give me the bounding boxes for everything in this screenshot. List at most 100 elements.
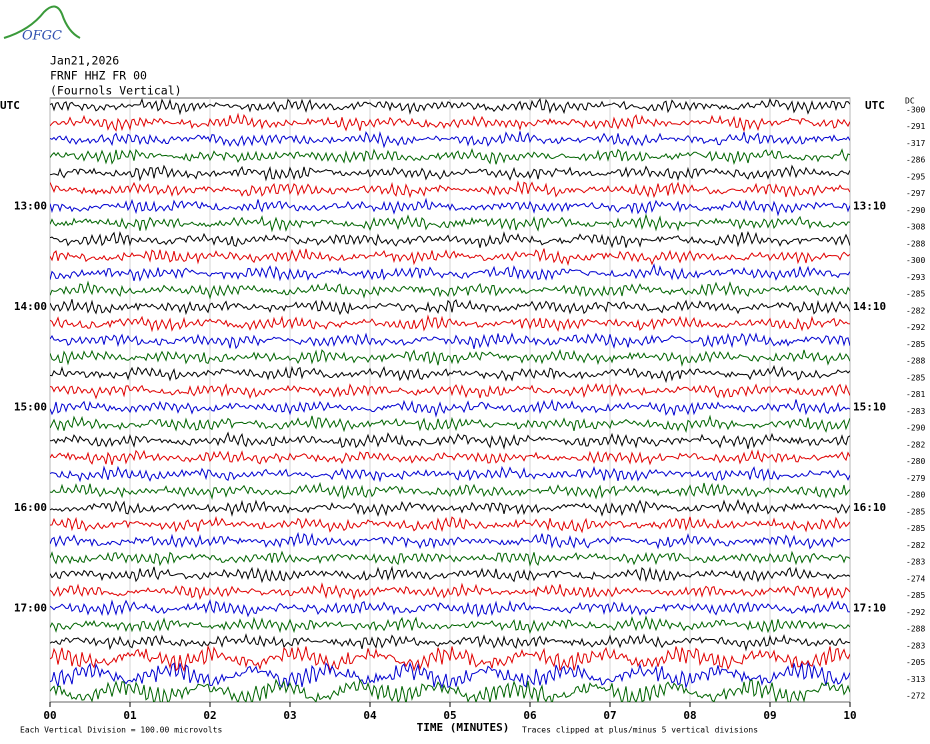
trace bbox=[50, 98, 850, 116]
dc-offset: -280 bbox=[906, 491, 925, 500]
trace bbox=[50, 299, 850, 316]
trace bbox=[50, 164, 850, 182]
dc-offset: -205 bbox=[906, 658, 925, 667]
trace bbox=[50, 314, 850, 333]
right-axis-label: UTC bbox=[865, 99, 885, 112]
dc-label: DC bbox=[905, 97, 915, 106]
trace bbox=[50, 678, 850, 702]
dc-offset: -274 bbox=[906, 574, 925, 583]
trace bbox=[50, 565, 850, 584]
trace bbox=[50, 615, 850, 634]
dc-offset: -295 bbox=[906, 172, 925, 181]
dc-offset: -300 bbox=[906, 256, 925, 265]
dc-offset: -282 bbox=[906, 440, 925, 449]
dc-offset: -285 bbox=[906, 340, 925, 349]
trace bbox=[50, 332, 850, 350]
x-tick-label: 10 bbox=[843, 709, 856, 722]
dc-offset: -285 bbox=[906, 591, 925, 600]
trace bbox=[50, 230, 850, 249]
logo-text: OFGC bbox=[22, 29, 62, 44]
trace bbox=[50, 180, 850, 199]
logo-swoosh bbox=[3, 5, 81, 39]
trace bbox=[50, 633, 850, 652]
dc-offset: -293 bbox=[906, 273, 925, 282]
trace bbox=[50, 644, 850, 673]
trace bbox=[50, 280, 850, 300]
left-time-label: 14:00 bbox=[14, 300, 47, 313]
left-time-label: 16:00 bbox=[14, 501, 47, 514]
trace bbox=[50, 364, 850, 384]
trace bbox=[50, 148, 850, 165]
dc-offset: -290 bbox=[906, 424, 925, 433]
trace bbox=[50, 248, 850, 266]
x-tick-label: 07 bbox=[603, 709, 616, 722]
date: Jan21,2026 bbox=[50, 54, 119, 68]
footer-right: Traces clipped at plus/minus 5 vertical … bbox=[522, 726, 758, 735]
dc-offset: -290 bbox=[906, 206, 925, 215]
left-time-label: 15:00 bbox=[14, 400, 47, 413]
x-tick-label: 05 bbox=[443, 709, 456, 722]
trace bbox=[50, 197, 850, 217]
dc-offset: -285 bbox=[906, 507, 925, 516]
dc-offset: -286 bbox=[906, 156, 925, 165]
trace bbox=[50, 599, 850, 618]
left-axis-label: UTC bbox=[0, 99, 20, 112]
dc-offset: -292 bbox=[906, 608, 925, 617]
dc-offset: -285 bbox=[906, 290, 925, 299]
trace bbox=[50, 213, 850, 233]
right-time-label: 16:10 bbox=[853, 501, 886, 514]
dc-offset: -308 bbox=[906, 223, 925, 232]
trace bbox=[50, 465, 850, 483]
trace bbox=[50, 550, 850, 567]
dc-offset: -291 bbox=[906, 122, 925, 131]
dc-offset: -288 bbox=[906, 625, 925, 634]
x-tick-label: 00 bbox=[43, 709, 56, 722]
x-tick-label: 04 bbox=[363, 709, 377, 722]
footer-left: Each Vertical Division = 100.00 microvol… bbox=[20, 726, 222, 735]
dc-offset: -283 bbox=[906, 641, 925, 650]
location: (Fournols Vertical) bbox=[50, 84, 182, 98]
dc-offset: -282 bbox=[906, 541, 925, 550]
trace bbox=[50, 112, 850, 133]
left-time-label: 17:00 bbox=[14, 601, 47, 614]
x-tick-label: 08 bbox=[683, 709, 696, 722]
trace bbox=[50, 414, 850, 433]
x-tick-label: 02 bbox=[203, 709, 216, 722]
dc-offset: -285 bbox=[906, 524, 925, 533]
dc-offset: -288 bbox=[906, 357, 925, 366]
x-tick-label: 06 bbox=[523, 709, 537, 722]
trace bbox=[50, 348, 850, 367]
trace bbox=[50, 449, 850, 466]
dc-offset: -283 bbox=[906, 558, 925, 567]
trace bbox=[50, 661, 850, 690]
x-tick-label: 09 bbox=[763, 709, 776, 722]
trace bbox=[50, 398, 850, 418]
dc-offset: -297 bbox=[906, 189, 925, 198]
dc-offset: -317 bbox=[906, 139, 925, 148]
x-tick-label: 03 bbox=[283, 709, 296, 722]
trace bbox=[50, 481, 850, 500]
trace bbox=[50, 582, 850, 601]
traces bbox=[50, 98, 850, 702]
x-tick-label: 01 bbox=[123, 709, 137, 722]
left-time-label: 13:00 bbox=[14, 199, 47, 212]
trace bbox=[50, 515, 850, 534]
right-time-label: 15:10 bbox=[853, 400, 886, 413]
station: FRNF HHZ FR 00 bbox=[50, 69, 147, 83]
dc-offset: -300 bbox=[906, 106, 925, 115]
trace bbox=[50, 431, 850, 450]
dc-offset: -288 bbox=[906, 239, 925, 248]
dc-offset: -279 bbox=[906, 474, 925, 483]
dc-offset: -313 bbox=[906, 675, 925, 684]
dc-offset: -285 bbox=[906, 373, 925, 382]
x-axis-label: TIME (MINUTES) bbox=[417, 721, 510, 734]
trace bbox=[50, 130, 850, 149]
right-time-label: 13:10 bbox=[853, 199, 886, 212]
dc-offset: -280 bbox=[906, 457, 925, 466]
right-time-label: 17:10 bbox=[853, 601, 886, 614]
dc-offset: -292 bbox=[906, 323, 925, 332]
dc-offset: -281 bbox=[906, 390, 925, 399]
trace bbox=[50, 382, 850, 400]
dc-offset: -282 bbox=[906, 306, 925, 315]
